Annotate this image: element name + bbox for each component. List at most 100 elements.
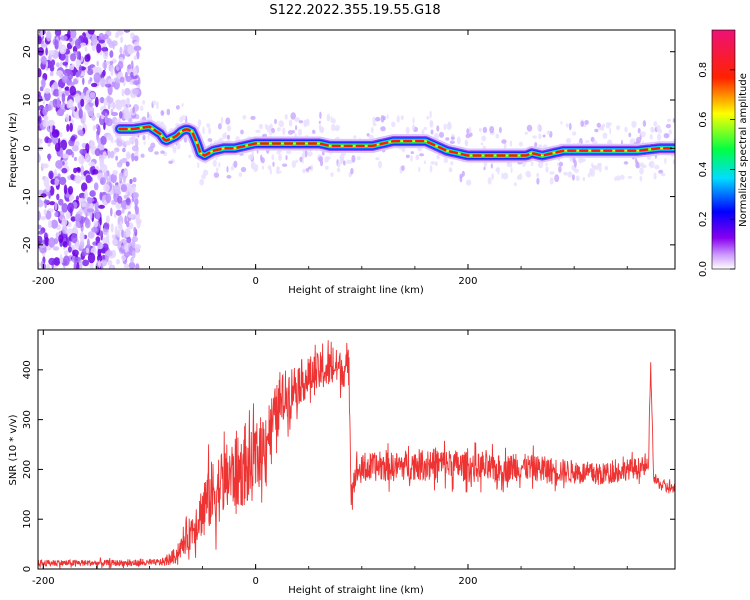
spectrogram-halo-cell [303, 119, 309, 125]
spectrogram-halo-cell [546, 130, 551, 135]
spectrogram-noise-cell [61, 203, 68, 213]
spectrogram-noise-cell [125, 161, 130, 167]
spectrogram-halo-cell [318, 120, 321, 124]
spectrogram-halo-cell [208, 127, 212, 135]
spectrogram-noise-cell [53, 257, 61, 266]
spectrogram-noise-cell [87, 68, 94, 76]
spectrogram-noise-cell [82, 77, 85, 86]
spectrogram-halo-cell [614, 176, 617, 182]
spectrogram-noise-cell [67, 30, 71, 40]
spectrogram-halo-cell [426, 115, 430, 120]
spectrogram-panel: -200 0 200 -20 -10 0 10 20 Height of straight … [8, 29, 676, 296]
spectrogram-halo-cell [429, 120, 433, 127]
spectrogram-noise-cell [119, 111, 123, 119]
spectrogram-noise-cell [65, 211, 71, 219]
spectrogram-noise-cell [59, 176, 67, 186]
spectrogram-noise-cell [123, 263, 130, 269]
spectrogram-noise-cell [88, 161, 96, 167]
snr-y-ticks: 0 100 200 300 400 [22, 360, 675, 572]
spectrogram-noise-cell [125, 97, 130, 104]
spectrogram-halo-cell [250, 115, 256, 120]
spectrogram-halo-cell [423, 126, 427, 131]
spectrogram-halo-cell [560, 121, 563, 125]
y-tick-label: 200 [22, 460, 33, 479]
spectrogram-halo-cell [318, 156, 323, 163]
spectrogram-noise-cell [133, 55, 138, 60]
spectrogram-noise-cell [47, 138, 53, 144]
spectrogram-noise-cell [121, 208, 125, 214]
spectrogram-noise-cell [75, 140, 80, 147]
spectrogram-noise-cell [110, 249, 117, 258]
spectrogram-noise-cell [67, 246, 72, 253]
spectrogram-noise-cell [119, 76, 125, 83]
spectrogram-noise-cell [81, 182, 88, 192]
spectrogram-noise-cell [117, 215, 124, 226]
spectrogram-noise-cell [101, 259, 107, 267]
spectrogram-halo-cell [501, 139, 507, 144]
spectrogram-noise-cell [94, 96, 99, 108]
spectrogram-noise-cell [110, 265, 114, 269]
spectrogram-noise-cell [70, 233, 78, 244]
spectrogram-noise-cell [61, 167, 68, 174]
spectrogram-noise-cell [61, 103, 65, 110]
spectrogram-halo-cell [380, 115, 385, 123]
spectrogram-noise-cell [79, 239, 85, 250]
spectrogram-halo-cell [271, 154, 275, 161]
spectrogram-noise-cell [111, 81, 115, 88]
spectrogram-noise-cell [41, 78, 46, 89]
spectrogram-halo-cell [573, 168, 580, 174]
spectrogram-noise-cell [68, 99, 74, 108]
spectrogram-halo-cell [405, 154, 410, 159]
spectrogram-noise-cell [59, 253, 63, 264]
spectrogram-halo-cell [284, 114, 288, 120]
spectrogram-halo-cell [585, 140, 590, 143]
spectrogram-halo-cell [456, 136, 461, 145]
spectrogram-noise-cell [61, 75, 70, 84]
spectrogram-halo-cell [489, 126, 495, 134]
spectrogram-noise-cell [41, 163, 49, 169]
spectrogram-noise-cell [130, 135, 136, 143]
spectrogram-halo-cell [356, 156, 361, 161]
spectrogram-noise-cell [45, 184, 51, 192]
spectrogram-noise-cell [38, 230, 44, 235]
spectrogram-noise-cell [132, 88, 140, 95]
spectrogram-halo-cell [202, 169, 209, 176]
colorbar-tick-label: 0.8 [698, 62, 709, 78]
spectrogram-noise-cell [79, 64, 82, 75]
spectrogram-halo-cell [412, 124, 415, 131]
spectrogram-noise-cell [124, 140, 132, 146]
spectrogram-halo-cell [429, 165, 433, 173]
spectrogram-noise-cell [119, 46, 123, 55]
spectrogram-noise-cell [92, 169, 99, 175]
spectrogram-halo-cell [152, 100, 157, 106]
spectrogram-noise-cell [47, 153, 51, 162]
spectrogram-halo-cell [220, 116, 224, 125]
spectrogram-noise-cell [96, 254, 103, 263]
spectrogram-halo-cell [594, 128, 599, 133]
spectrogram-noise-cell [127, 184, 133, 193]
spectrogram-halo-cell [301, 152, 306, 159]
spectrogram-noise-cell [82, 36, 88, 43]
spectrogram-halo-cell [242, 115, 247, 120]
spectrogram-noise-cell [132, 106, 135, 114]
spectrogram-halo-cell [176, 142, 181, 150]
spectrogram-noise-cell [63, 184, 68, 195]
spectrogram-noise-cell [110, 136, 114, 144]
spectrogram-noise-cell [128, 222, 134, 230]
spectrogram-halo-cell [554, 174, 560, 183]
spectrogram-halo-cell [450, 136, 455, 140]
spectrogram-noise-cell [67, 202, 74, 213]
spectrogram-halo-cell [640, 131, 646, 138]
spectrogram-noise-cell [83, 111, 86, 122]
spectrogram-halo-cell [604, 165, 608, 171]
spectrogram-halo-cell [248, 154, 254, 161]
spectrogram-halo-cell [215, 167, 219, 172]
spectrogram-halo-cell [658, 129, 662, 134]
spectrogram-noise-cell [105, 233, 110, 243]
spectrogram-halo-cell [375, 116, 381, 122]
spectrogram-halo-cell [366, 133, 370, 137]
spectrogram-noise-cell [123, 231, 127, 239]
spectrogram-noise-cell [54, 168, 57, 177]
spectrogram-noise-cell [103, 222, 110, 230]
spectrogram-noise-cell [93, 220, 99, 228]
